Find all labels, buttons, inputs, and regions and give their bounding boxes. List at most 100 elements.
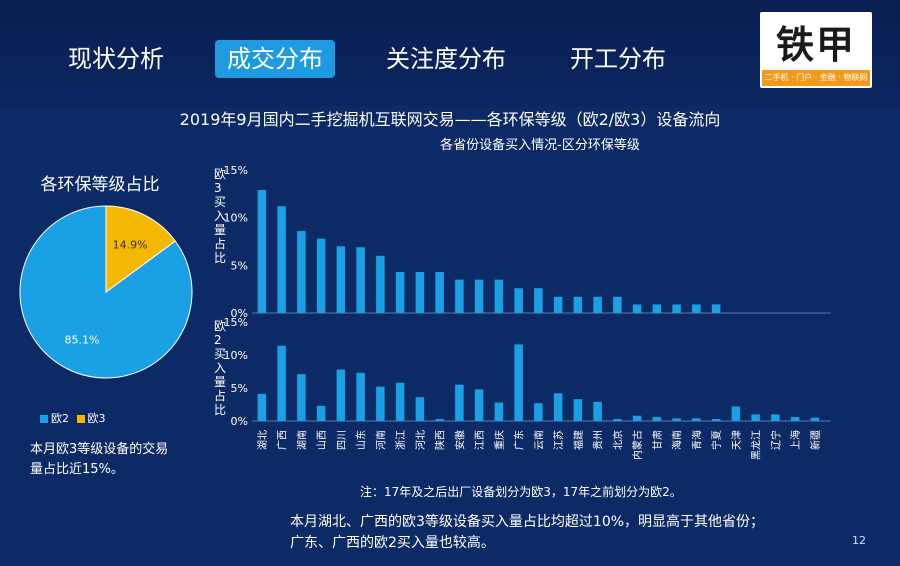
y-tick-label-euro3: 15% (224, 164, 248, 177)
bar-euro3-内蒙古 (632, 304, 642, 313)
bar-euro3-湖南 (297, 231, 306, 313)
bar-euro2-福建 (573, 399, 583, 421)
x-tick-label: 青海 (690, 430, 703, 450)
pie-slice-euro3 (105, 205, 176, 293)
bar-euro3-四川 (336, 246, 346, 313)
logo-text: 铁甲 (775, 23, 856, 67)
x-tick-label: 天津 (731, 430, 743, 450)
bar-euro2-上海 (790, 417, 800, 421)
bar-euro2-甘肃 (652, 417, 662, 421)
bar-euro3-江西 (474, 279, 484, 313)
x-tick-label: 云南 (532, 430, 545, 450)
y-tick-label-euro2: 15% (224, 316, 248, 329)
x-tick-label: 山西 (316, 430, 328, 450)
bar-euro3-重庆 (494, 279, 504, 313)
footnote: 注：17年及之后出厂设备划分为欧3，17年之前划分为欧2。 (360, 485, 682, 499)
x-tick-label: 内蒙古 (631, 430, 644, 460)
x-tick-label: 甘肃 (651, 430, 664, 450)
bar-euro2-云南 (534, 403, 543, 421)
bar-euro3-江苏 (553, 296, 563, 313)
bar-euro2-湖北 (257, 393, 267, 421)
bar-euro3-青海 (692, 304, 701, 313)
tab-attention-distribution[interactable]: 关注度分布 (386, 45, 506, 73)
x-tick-label: 新疆 (809, 430, 822, 450)
bar-euro3-甘肃 (652, 304, 662, 313)
bar-euro3-北京 (613, 296, 622, 313)
pie-chart: 85.1% 14.9% (19, 205, 193, 379)
bar-euro2-重庆 (494, 402, 504, 421)
x-tick-label: 广西 (277, 430, 289, 450)
pie-note: 本月欧3等级设备的交易量占比近15%。 (30, 442, 169, 477)
legend-label-euro2: 欧2 (51, 412, 69, 425)
x-tick-label: 海南 (671, 430, 684, 450)
page-number: 12 (852, 534, 866, 547)
x-tick-label: 广东 (513, 430, 526, 450)
bar-euro2-北京 (613, 419, 622, 421)
bar-euro3-海南 (672, 304, 681, 313)
bar-euro2-河南 (376, 386, 385, 421)
bar-euro2-黑龙江 (751, 414, 760, 421)
bar-euro2-湖南 (297, 374, 306, 421)
pie-legend: 欧2 欧3 (40, 410, 106, 426)
bar-euro2-广西 (277, 345, 286, 421)
bar-euro3-河北 (415, 272, 425, 313)
bar-euro3-浙江 (395, 272, 405, 313)
bar-euro3-广东 (514, 288, 523, 313)
pie-slice-label: 85.1% (64, 334, 99, 347)
x-tick-label: 陕西 (434, 430, 447, 450)
top-nav-bar: 现状分析 成交分布 关注度分布 开工分布 铁甲 二手机 · 门户 · 金融 · … (0, 0, 900, 106)
y-tick-label-euro3: 0% (231, 307, 248, 320)
bar-euro2-江苏 (553, 393, 563, 421)
x-tick-label: 贵州 (592, 430, 605, 450)
bar-euro2-广东 (514, 344, 523, 421)
bar-euro2-山西 (316, 405, 326, 421)
y-tick-label-euro2: 10% (224, 349, 248, 362)
bar-euro2-新疆 (810, 417, 820, 421)
x-tick-label: 黑龙江 (750, 430, 763, 460)
tab-operation-distribution[interactable]: 开工分布 (570, 45, 666, 73)
legend-label-euro3: 欧3 (87, 412, 106, 425)
x-tick-label: 重庆 (493, 430, 506, 450)
bar-euro3-河南 (376, 255, 385, 313)
x-tick-label: 辽宁 (769, 430, 782, 450)
x-tick-label: 浙江 (395, 430, 407, 450)
bar-euro3-福建 (573, 296, 583, 313)
chart-subtitle: 各省份设备买入情况-区分环保等级 (440, 138, 640, 153)
y-axis-label-euro2: 欧 2 买入量占比 (214, 319, 226, 417)
bar-euro3-湖北 (257, 190, 267, 313)
bar-euro2-贵州 (593, 401, 602, 421)
y-tick-label-euro3: 5% (231, 259, 248, 272)
bar-euro3-宁夏 (711, 304, 721, 313)
bar-euro2-江西 (474, 389, 484, 421)
y-tick-label-euro3: 10% (224, 212, 248, 225)
y-axis-label-euro3: 欧 3 买入量占比 (214, 167, 226, 265)
legend-swatch-euro3 (76, 415, 85, 423)
x-tick-label: 河北 (415, 430, 427, 450)
pie-title: 各环保等级占比 (40, 175, 160, 195)
brand-logo: 铁甲 二手机 · 门户 · 金融 · 物联网 (760, 12, 872, 88)
x-tick-label: 江西 (474, 430, 486, 450)
logo-subtitle: 二手机 · 门户 · 金融 · 物联网 (762, 70, 870, 86)
x-tick-label: 江苏 (552, 430, 565, 450)
tab-transaction-distribution[interactable]: 成交分布 (215, 40, 335, 78)
x-tick-label: 安徽 (453, 430, 466, 450)
summary-text: 本月湖北、广西的欧3等级设备买入量占比均超过10%，明显高于其他省份； 广东、广… (290, 512, 764, 554)
tab-status-analysis[interactable]: 现状分析 (68, 45, 164, 73)
x-tick-label: 河南 (374, 430, 387, 450)
bar-euro2-河北 (415, 397, 425, 421)
bar-euro3-云南 (534, 288, 543, 313)
summary-line-1: 本月湖北、广西的欧3等级设备买入量占比均超过10%，明显高于其他省份； (290, 514, 765, 530)
y-tick-label-euro2: 0% (231, 415, 248, 428)
bar-euro2-天津 (731, 406, 741, 421)
x-tick-label: 北京 (611, 430, 624, 450)
summary-line-2: 广东、广西的欧2买入量也较高。 (290, 535, 495, 551)
bar-euro2-内蒙古 (632, 415, 642, 421)
pie-slice-label: 14.9% (113, 238, 148, 251)
bar-euro2-陕西 (435, 419, 444, 421)
legend-swatch-euro2 (40, 415, 48, 423)
bar-euro2-海南 (672, 418, 681, 421)
x-tick-label: 宁夏 (710, 430, 723, 450)
bar-euro2-青海 (692, 418, 701, 421)
y-tick-label-euro2: 5% (231, 382, 248, 395)
